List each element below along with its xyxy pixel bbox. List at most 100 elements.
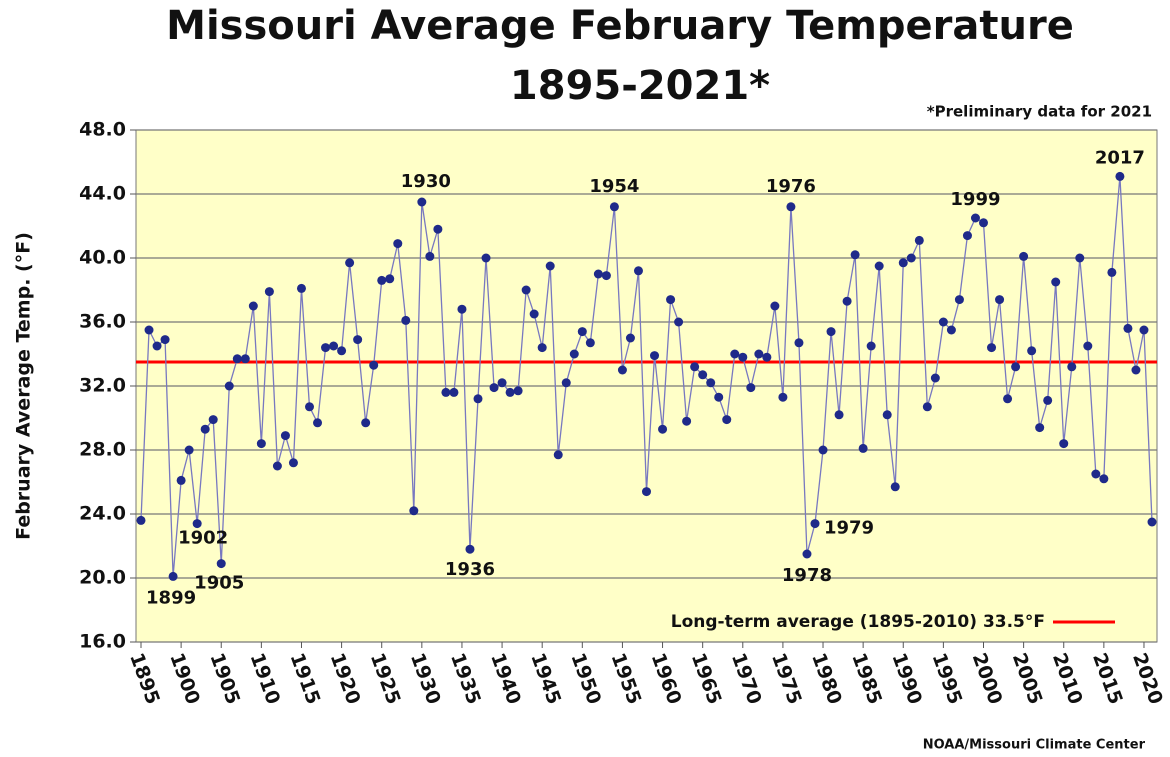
x-tick-label: 2005 (1008, 650, 1047, 707)
data-point (826, 327, 836, 337)
x-tick-label: 1950 (566, 650, 605, 707)
annotation: 1976 (766, 176, 816, 197)
x-tick-label: 1955 (607, 650, 646, 707)
data-point (321, 343, 331, 353)
data-point (296, 283, 306, 293)
data-point (1059, 439, 1069, 449)
x-tick-label: 1915 (286, 650, 325, 707)
data-point (642, 487, 651, 497)
data-point (345, 258, 355, 268)
data-point (818, 445, 828, 455)
data-point (168, 571, 178, 581)
data-point (874, 261, 884, 271)
annotation: 1936 (445, 559, 495, 580)
data-point (593, 269, 603, 279)
data-point (987, 343, 997, 353)
data-point (601, 271, 611, 281)
data-point (272, 461, 282, 471)
x-tick-label: 1970 (727, 650, 766, 707)
data-point (577, 327, 587, 337)
data-point (938, 317, 948, 327)
x-tick-label: 1910 (245, 650, 284, 707)
data-point (1019, 251, 1029, 261)
data-point (232, 354, 242, 364)
data-point (569, 349, 579, 359)
x-tick-label: 1960 (647, 650, 686, 707)
data-point (264, 287, 274, 297)
y-tick-label: 16.0 (79, 631, 126, 653)
data-point (160, 335, 170, 345)
data-point (954, 295, 964, 305)
data-point (866, 341, 876, 351)
data-point (1075, 253, 1085, 263)
data-point (617, 365, 627, 375)
x-tick-label: 1975 (767, 650, 806, 707)
annotation: 1954 (589, 176, 639, 197)
data-point (609, 202, 619, 212)
data-point (898, 258, 908, 268)
data-point (361, 418, 371, 428)
x-tick-label: 1920 (326, 650, 365, 707)
data-point (1011, 362, 1021, 372)
data-point (722, 415, 732, 425)
source: NOAA/Missouri Climate Center (923, 738, 1146, 753)
data-point (136, 515, 146, 525)
data-point (497, 378, 507, 388)
data-point (280, 431, 290, 441)
data-point (1003, 394, 1013, 404)
y-axis-label: February Average Temp. (°F) (13, 232, 35, 540)
data-point (192, 519, 202, 529)
data-point (890, 482, 900, 492)
data-point (690, 362, 700, 372)
data-point (650, 351, 660, 361)
annotation: 2017 (1095, 147, 1145, 168)
data-point (433, 224, 443, 234)
data-point (850, 250, 860, 260)
data-point (946, 325, 956, 335)
data-point (473, 394, 483, 404)
data-point (385, 274, 395, 284)
x-tick-label: 1995 (928, 650, 967, 707)
data-point (288, 458, 298, 468)
data-point (1107, 267, 1117, 277)
data-point (979, 218, 988, 228)
x-tick-label: 1985 (847, 650, 886, 707)
data-point (224, 381, 234, 391)
data-point (906, 253, 916, 263)
data-point (914, 235, 924, 245)
data-point (698, 370, 708, 380)
data-point (714, 392, 724, 402)
data-point (962, 231, 972, 241)
data-point (682, 416, 692, 426)
data-point (1139, 325, 1149, 335)
x-tick-label: 1980 (807, 650, 846, 707)
data-point (425, 251, 435, 261)
data-point (208, 415, 218, 425)
y-tick-label: 24.0 (79, 503, 126, 525)
data-point (200, 424, 210, 434)
data-point (216, 559, 226, 569)
x-tick-label: 2000 (968, 650, 1007, 707)
data-point (1123, 323, 1133, 333)
y-tick-label: 48.0 (79, 119, 126, 141)
data-point (1147, 517, 1157, 527)
data-point (738, 352, 748, 362)
y-tick-label: 32.0 (79, 375, 126, 397)
data-point (1083, 341, 1093, 351)
data-point (730, 349, 740, 359)
data-point (770, 301, 780, 311)
y-tick-label: 20.0 (79, 567, 126, 589)
data-point (1035, 423, 1045, 433)
data-point (778, 392, 788, 402)
y-tick-label: 28.0 (79, 439, 126, 461)
data-point (1099, 474, 1109, 484)
data-point (240, 354, 250, 364)
data-point (633, 266, 643, 276)
chart-title: Missouri Average February Temperature (166, 3, 1074, 49)
annotation: 1902 (178, 528, 228, 549)
data-point (674, 317, 684, 327)
data-point (521, 285, 531, 295)
data-point (794, 338, 804, 348)
x-tick-label: 1945 (526, 650, 565, 707)
